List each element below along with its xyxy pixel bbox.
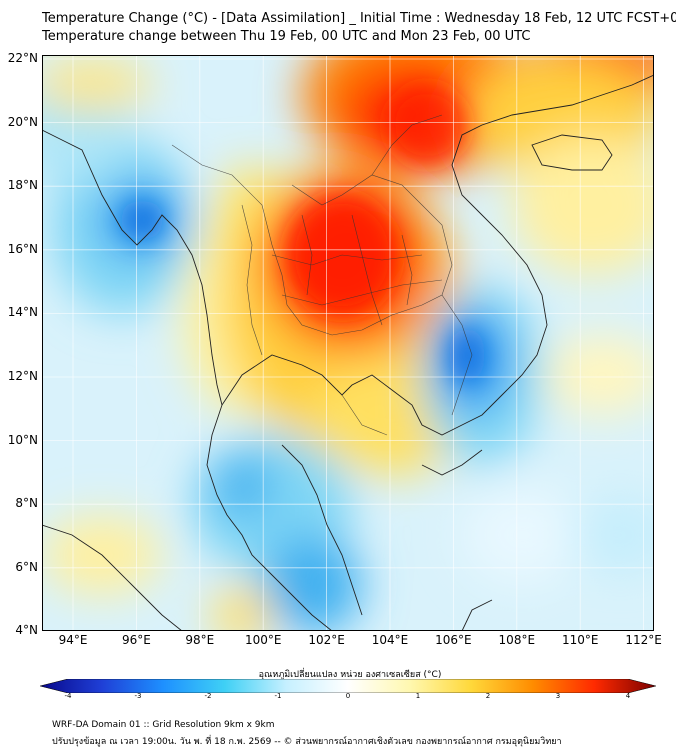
lat-label: 18°N bbox=[7, 178, 38, 193]
boundaries bbox=[171, 114, 473, 436]
colorbar bbox=[40, 679, 656, 693]
lat-label: 16°N bbox=[7, 241, 38, 256]
lon-label: 94°E bbox=[58, 633, 88, 647]
colorbar-title: อุณหภูมิเปลี่ยนแปลง หน่วย องศาเซลเซียส (… bbox=[258, 670, 442, 680]
lon-label: 104°E bbox=[371, 633, 409, 647]
footer-model-info: WRF-DA Domain 01 :: Grid Resolution 9km … bbox=[52, 720, 275, 730]
colorbar-tick-label: -3 bbox=[134, 692, 142, 700]
graticule bbox=[42, 55, 654, 631]
lon-label: 106°E bbox=[435, 633, 472, 647]
colorbar-tick-label: 4 bbox=[625, 692, 631, 700]
colorbar-tick-label: 3 bbox=[555, 692, 561, 700]
colorbar-tick-label: 2 bbox=[485, 692, 491, 700]
lon-label: 108°E bbox=[498, 633, 536, 647]
colorbar-tick-label: -2 bbox=[204, 692, 212, 700]
lat-label: 14°N bbox=[7, 305, 38, 320]
lat-label: 22°N bbox=[7, 51, 38, 65]
temperature-map bbox=[42, 55, 654, 631]
lon-label: 110°E bbox=[561, 633, 599, 647]
colorbar-tick-label: 0 bbox=[345, 692, 351, 700]
lon-label: 100°E bbox=[244, 633, 282, 647]
lon-label: 98°E bbox=[185, 633, 215, 647]
footer-update-info: ปรับปรุงข้อมูล ณ เวลา 19:00น. วัน พ. ที่… bbox=[52, 737, 562, 747]
lat-label: 4°N bbox=[15, 623, 38, 638]
colorbar-tick-label: -1 bbox=[274, 692, 282, 700]
lat-label: 6°N bbox=[15, 559, 38, 574]
colorbar-tick-label: 1 bbox=[415, 692, 421, 700]
lat-label: 20°N bbox=[7, 114, 38, 129]
lon-label: 96°E bbox=[121, 633, 151, 647]
map-title: Temperature Change (°C) - [Data Assimila… bbox=[42, 11, 676, 26]
lat-label: 8°N bbox=[15, 496, 38, 511]
lat-label: 10°N bbox=[7, 432, 38, 447]
lon-label: 112°E bbox=[625, 633, 662, 647]
lon-label: 102°E bbox=[308, 633, 345, 647]
coastlines bbox=[42, 74, 654, 631]
lat-label: 12°N bbox=[7, 369, 38, 383]
map-subtitle: Temperature change between Thu 19 Feb, 0… bbox=[42, 29, 531, 44]
colorbar-tick-label: -4 bbox=[64, 692, 72, 700]
map-border bbox=[42, 55, 654, 631]
